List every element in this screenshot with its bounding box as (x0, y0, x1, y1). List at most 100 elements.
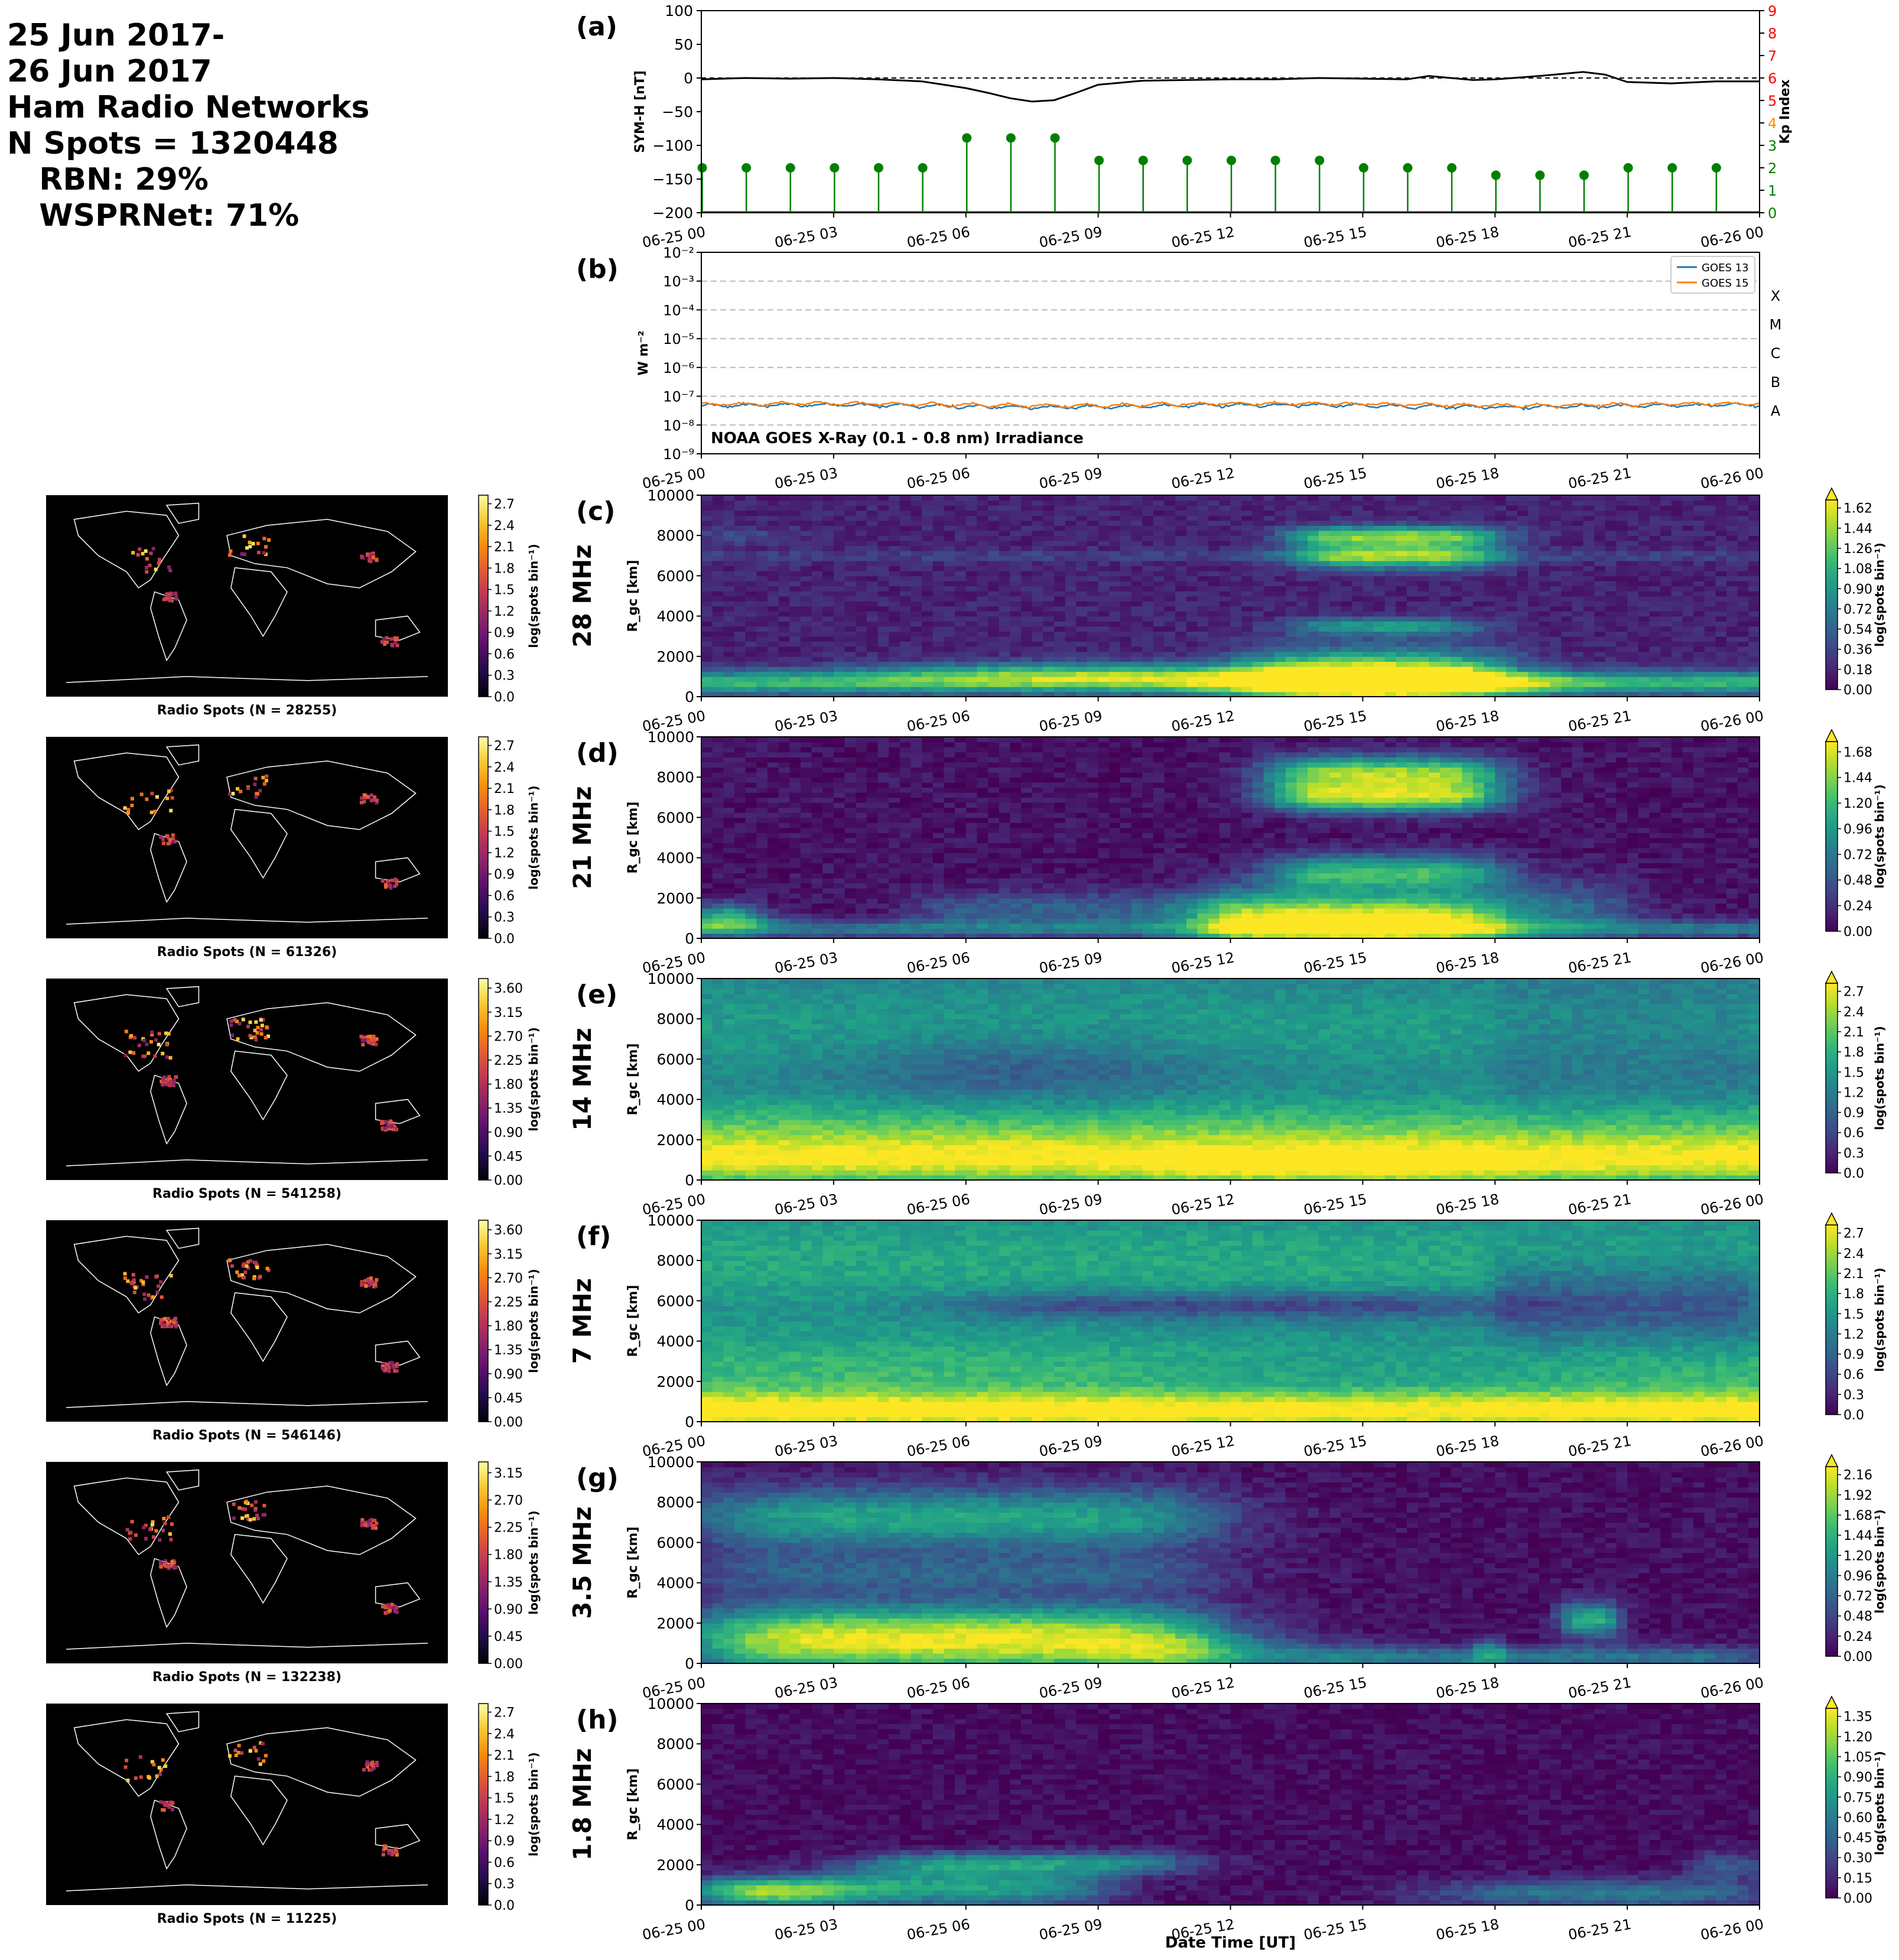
heatmap-cell (713, 631, 724, 636)
heatmap-cell (822, 677, 834, 682)
heatmap-cell (801, 565, 812, 571)
heatmap-cell (1429, 656, 1440, 662)
heatmap-cell (966, 641, 978, 646)
heatmap-cell (999, 535, 1011, 541)
heatmap-cell (977, 661, 988, 667)
heatmap-cell (1087, 671, 1099, 677)
heatmap-cell (1296, 616, 1308, 622)
heatmap-cell (1043, 656, 1055, 662)
heatmap-cell (1484, 636, 1496, 642)
heatmap-cell (1550, 616, 1562, 622)
heatmap-cell (1198, 500, 1209, 506)
heatmap-cell (1186, 671, 1198, 677)
heatmap-cell (1418, 606, 1430, 612)
heatmap-cell (1473, 495, 1485, 500)
heatmap-cell (768, 525, 779, 531)
heatmap-cell (779, 681, 791, 687)
heatmap-cell (812, 611, 824, 616)
heatmap-cell (1054, 631, 1066, 636)
heatmap-cell (1109, 677, 1121, 682)
heatmap-cell (922, 596, 934, 602)
heatmap-cell (756, 591, 768, 596)
heatmap-cell (1396, 581, 1407, 586)
heatmap-cell (1264, 687, 1276, 692)
heatmap-cell (1517, 565, 1529, 571)
heatmap-cell (1396, 505, 1407, 511)
heatmap-cell (1010, 616, 1022, 622)
heatmap-cell (1296, 631, 1308, 636)
heatmap-cell (977, 651, 988, 656)
heatmap-cell (1208, 677, 1220, 682)
heatmap-cell (1451, 631, 1463, 636)
heatmap-cell (834, 561, 846, 566)
heatmap-cell (1462, 571, 1474, 576)
heatmap-cell (922, 641, 934, 646)
heatmap-cell (1440, 555, 1452, 561)
heatmap-cell (900, 641, 912, 646)
heatmap-cell (988, 641, 1000, 646)
heatmap-cell (1109, 571, 1121, 576)
heatmap-cell (1451, 571, 1463, 576)
heatmap-cell (1076, 606, 1088, 612)
heatmap-cell (812, 681, 824, 687)
heatmap-cell (1054, 626, 1066, 632)
heatmap-cell (1054, 606, 1066, 612)
heatmap-cell (1440, 561, 1452, 566)
heatmap-cell (889, 601, 900, 606)
heatmap-cell (1264, 571, 1276, 576)
heatmap-cell (1506, 596, 1518, 602)
heatmap-cell (789, 545, 801, 551)
heatmap-cell (1142, 541, 1154, 546)
heatmap-cell (1572, 671, 1584, 677)
heatmap-cell (1175, 671, 1187, 677)
heatmap-cell (1054, 651, 1066, 656)
heatmap-cell (746, 601, 757, 606)
heatmap-cell (966, 535, 978, 541)
heatmap-cell (1021, 651, 1033, 656)
heatmap-cell (1451, 521, 1463, 526)
heatmap-cell (933, 621, 945, 626)
heatmap-cell (1296, 500, 1308, 506)
heatmap-cell (1396, 535, 1407, 541)
heatmap-cell (1220, 561, 1231, 566)
heatmap-cell (1550, 591, 1562, 596)
heatmap-cell (1142, 677, 1154, 682)
heatmap-cell (1418, 495, 1430, 500)
heatmap-cell (1010, 535, 1022, 541)
heatmap-cell (1286, 606, 1298, 612)
heatmap-cell (1341, 681, 1352, 687)
heatmap-cell (1329, 611, 1341, 616)
heatmap-cell (723, 551, 735, 556)
heatmap-cell (1241, 576, 1253, 581)
heatmap-cell (933, 505, 945, 511)
band-label: 28 MHz (568, 544, 597, 647)
heatmap-cell (1517, 621, 1529, 626)
heatmap-cell (1087, 565, 1099, 571)
heatmap-cell (746, 581, 757, 586)
heatmap-cell (834, 505, 846, 511)
heatmap-cell (966, 586, 978, 591)
heatmap-cell (1341, 631, 1352, 636)
heatmap-cell (1109, 651, 1121, 656)
heatmap-cell (1120, 677, 1132, 682)
heatmap-cell (1142, 631, 1154, 636)
heatmap-cell (1286, 677, 1298, 682)
heatmap-cell (900, 596, 912, 602)
heatmap-cell (999, 500, 1011, 506)
heatmap-cell (822, 525, 834, 531)
heatmap-cell (1165, 661, 1176, 667)
heatmap-cell (734, 687, 746, 692)
heatmap-cell (1098, 687, 1110, 692)
heatmap-cell (1065, 616, 1077, 622)
heatmap-cell (1231, 521, 1243, 526)
heatmap-cell (713, 561, 724, 566)
heatmap-cell (1561, 541, 1573, 546)
heatmap-cell (1352, 586, 1364, 591)
heatmap-cell (812, 656, 824, 662)
heatmap-cell (1517, 576, 1529, 581)
heatmap-cell (911, 636, 923, 642)
heatmap-cell (1087, 505, 1099, 511)
heatmap-cell (1274, 545, 1286, 551)
heatmap-cell (1109, 531, 1121, 536)
heatmap-cell (1440, 591, 1452, 596)
